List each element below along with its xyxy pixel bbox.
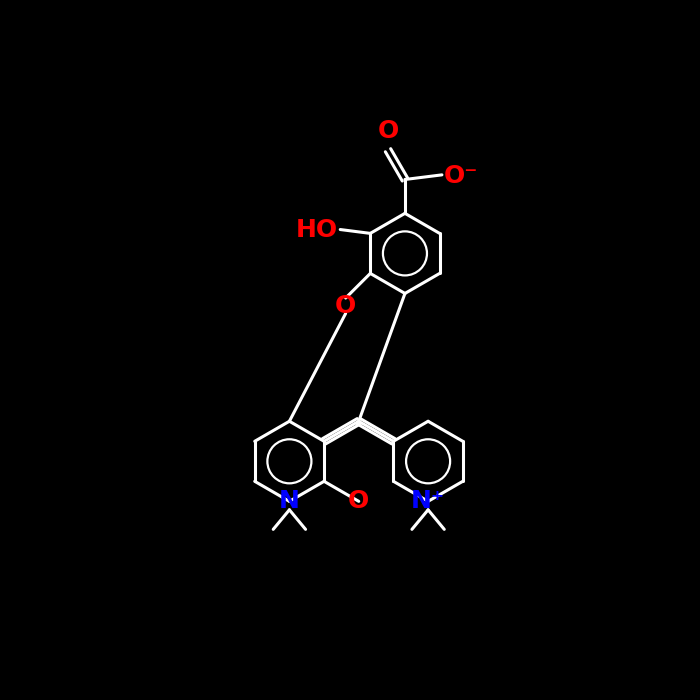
Text: N: N [279, 489, 300, 513]
Text: N⁺: N⁺ [411, 489, 445, 513]
Text: HO: HO [296, 218, 338, 241]
Text: O⁻: O⁻ [444, 164, 479, 188]
Text: O: O [348, 489, 370, 513]
Text: O: O [377, 118, 398, 143]
Text: O: O [335, 294, 356, 318]
